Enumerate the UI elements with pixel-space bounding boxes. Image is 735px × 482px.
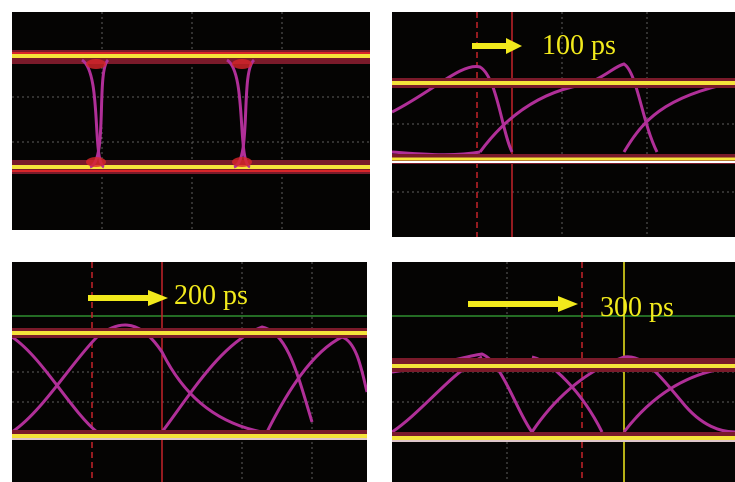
eye-diagram-trace [12, 12, 370, 230]
eye-diagram-trace [392, 262, 735, 482]
eye-diagram-panel-300ps: 300 ps [392, 262, 735, 482]
delay-label: 100 ps [542, 30, 616, 61]
arrow-right-icon [472, 38, 522, 54]
eye-diagram-panel-reference [12, 12, 370, 230]
arrow-right-icon [88, 290, 168, 306]
eye-diagram-panel-200ps: 200 ps [12, 262, 367, 482]
eye-diagram-trace [12, 262, 367, 482]
arrow-right-icon [468, 296, 578, 312]
delay-label: 300 ps [600, 292, 674, 323]
eye-diagram-panel-100ps: 100 ps [392, 12, 735, 237]
delay-label: 200 ps [174, 280, 248, 311]
